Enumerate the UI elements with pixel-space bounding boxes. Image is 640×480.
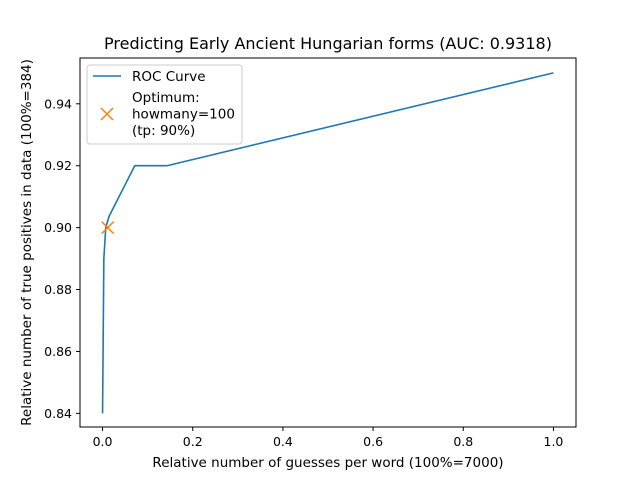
x-tick-label: 0.8 — [453, 434, 473, 449]
y-tick-label: 0.94 — [44, 96, 72, 111]
optimum-marker — [101, 221, 115, 235]
x-tick-label: 1.0 — [544, 434, 564, 449]
y-tick-label: 0.84 — [44, 406, 72, 421]
legend: ROC Curve Optimum:howmany=100(tp: 90%) — [86, 64, 243, 145]
legend-entries: ROC Curve Optimum:howmany=100(tp: 90%) — [93, 69, 235, 139]
y-axis-label: Relative number of true positives in dat… — [19, 59, 35, 426]
x-tick-label: 0.4 — [273, 434, 293, 449]
legend-label-optimum: (tp: 90%) — [132, 123, 195, 139]
axes-frame — [79, 57, 577, 428]
x-tick-label: 0.6 — [363, 434, 383, 449]
legend-label-optimum: howmany=100 — [132, 107, 235, 123]
x-axis-label: Relative number of guesses per word (100… — [152, 455, 503, 471]
x-axis-ticks: 0.0 0.2 0.4 0.6 0.8 1.0 — [93, 427, 564, 449]
y-axis-ticks: 0.84 0.86 0.88 0.90 0.92 0.94 — [44, 96, 80, 421]
marker-stroke — [100, 107, 114, 121]
y-tick-label: 0.88 — [44, 282, 72, 297]
roc-curve-line — [101, 72, 554, 414]
y-tick-label: 0.90 — [44, 220, 72, 235]
y-tick-label: 0.92 — [44, 158, 72, 173]
y-tick-label: 0.86 — [44, 344, 72, 359]
series-layer — [101, 72, 554, 414]
marker-stroke — [101, 221, 115, 235]
chart-title: Predicting Early Ancient Hungarian forms… — [104, 34, 552, 53]
x-tick-label: 0.0 — [93, 434, 113, 449]
x-tick-label: 0.2 — [183, 434, 203, 449]
legend-box — [86, 64, 243, 145]
legend-marker-handle — [100, 107, 114, 121]
legend-label-optimum: Optimum: — [132, 90, 200, 106]
legend-label-roc: ROC Curve — [132, 69, 206, 85]
